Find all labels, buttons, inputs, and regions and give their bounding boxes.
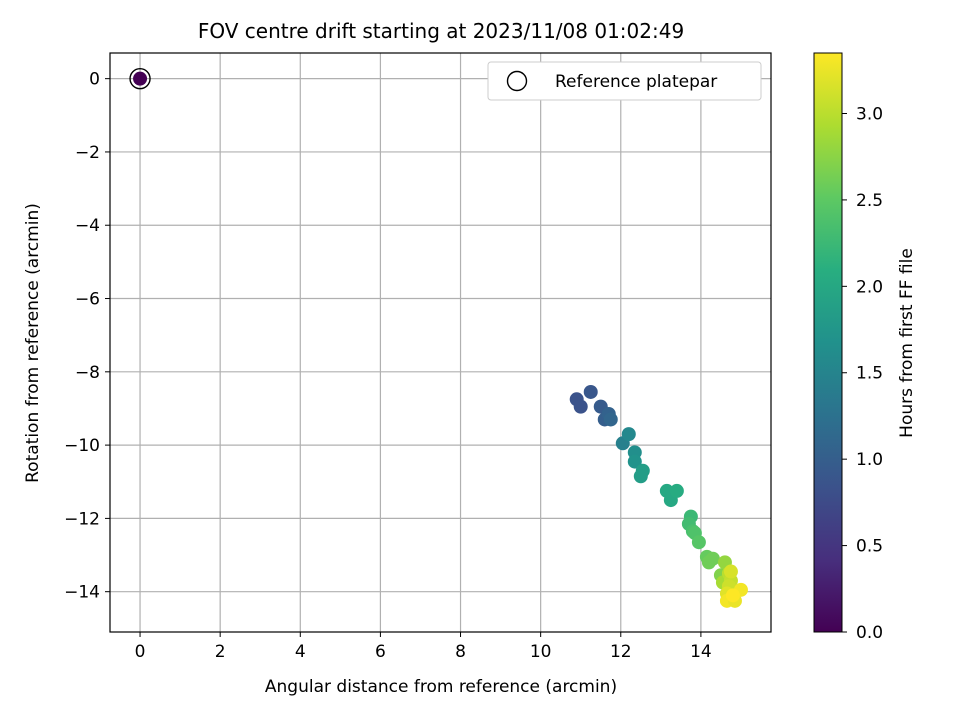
y-tick-label: −10	[64, 436, 100, 456]
x-tick-label: 10	[530, 642, 552, 662]
colorbar-tick-label: 0.0	[856, 623, 883, 643]
colorbar-tick-label: 2.5	[856, 191, 883, 211]
y-axis-label: Rotation from reference (arcmin)	[23, 203, 43, 483]
data-point	[705, 551, 720, 566]
colorbar: 0.0 0.5 1.0 1.5 2.0 2.5 3.0 Hours from first F…	[813, 52, 917, 643]
x-axis-label: Angular distance from reference (arcmin)	[265, 677, 617, 697]
x-tick-label: 12	[610, 642, 632, 662]
data-point	[691, 535, 706, 550]
colorbar-tick-label: 0.5	[856, 537, 883, 557]
chart-title: FOV centre drift starting at 2023/11/08 …	[198, 19, 684, 43]
x-tick-label: 6	[375, 642, 386, 662]
y-tick-label: −4	[75, 216, 100, 236]
x-tick-label: 2	[215, 642, 226, 662]
x-axis-ticks: 0 2 4 6 8 10 12 14	[135, 632, 712, 662]
y-tick-label: −2	[75, 143, 100, 163]
y-tick-label: 0	[89, 70, 100, 90]
data-point	[627, 454, 642, 469]
legend-box	[487, 61, 762, 101]
legend-marker-reference	[506, 70, 528, 92]
colorbar-tick-label: 2.0	[856, 277, 883, 297]
colorbar-tick-label: 1.0	[856, 450, 883, 470]
x-tick-label: 4	[295, 642, 306, 662]
data-point	[603, 412, 618, 427]
plot-frame	[109, 52, 772, 633]
grid-lines	[110, 53, 771, 632]
colorbar-label: Hours from first FF file	[897, 248, 917, 438]
data-point	[725, 588, 740, 603]
data-point	[723, 564, 738, 579]
reference-point-ring	[129, 67, 151, 90]
data-point	[573, 399, 588, 414]
y-tick-label: −6	[75, 290, 100, 310]
y-tick-label: −8	[75, 363, 100, 383]
y-axis-ticks: 0 −2 −4 −6 −8 −10 −12 −14	[64, 70, 110, 603]
x-tick-label: 8	[455, 642, 466, 662]
y-tick-label: −12	[64, 509, 100, 529]
x-tick-label: 14	[690, 642, 712, 662]
data-points	[129, 67, 748, 608]
legend: Reference platepar	[487, 61, 762, 101]
data-point	[633, 469, 648, 484]
y-tick-label: −14	[64, 583, 100, 603]
data-point	[583, 384, 598, 399]
colorbar-tick-label: 1.5	[856, 364, 883, 384]
x-tick-label: 0	[135, 642, 146, 662]
data-point	[621, 427, 636, 442]
colorbar-ticks: 0.0 0.5 1.0 1.5 2.0 2.5 3.0	[842, 104, 883, 643]
data-point	[669, 483, 684, 498]
colorbar-gradient	[813, 52, 843, 633]
colorbar-tick-label: 3.0	[856, 104, 883, 124]
legend-label-reference: Reference platepar	[555, 72, 717, 92]
reference-point-dot	[133, 71, 148, 86]
